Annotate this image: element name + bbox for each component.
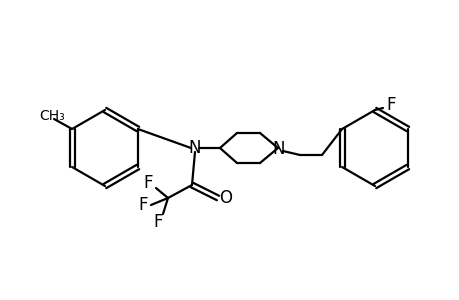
Text: N: N — [272, 140, 285, 158]
Text: F: F — [138, 196, 147, 214]
Text: O: O — [219, 189, 232, 207]
Text: CH₃: CH₃ — [39, 109, 65, 123]
Text: F: F — [386, 96, 395, 114]
Text: N: N — [188, 139, 201, 157]
Text: F: F — [153, 213, 162, 231]
Text: F: F — [143, 174, 152, 192]
